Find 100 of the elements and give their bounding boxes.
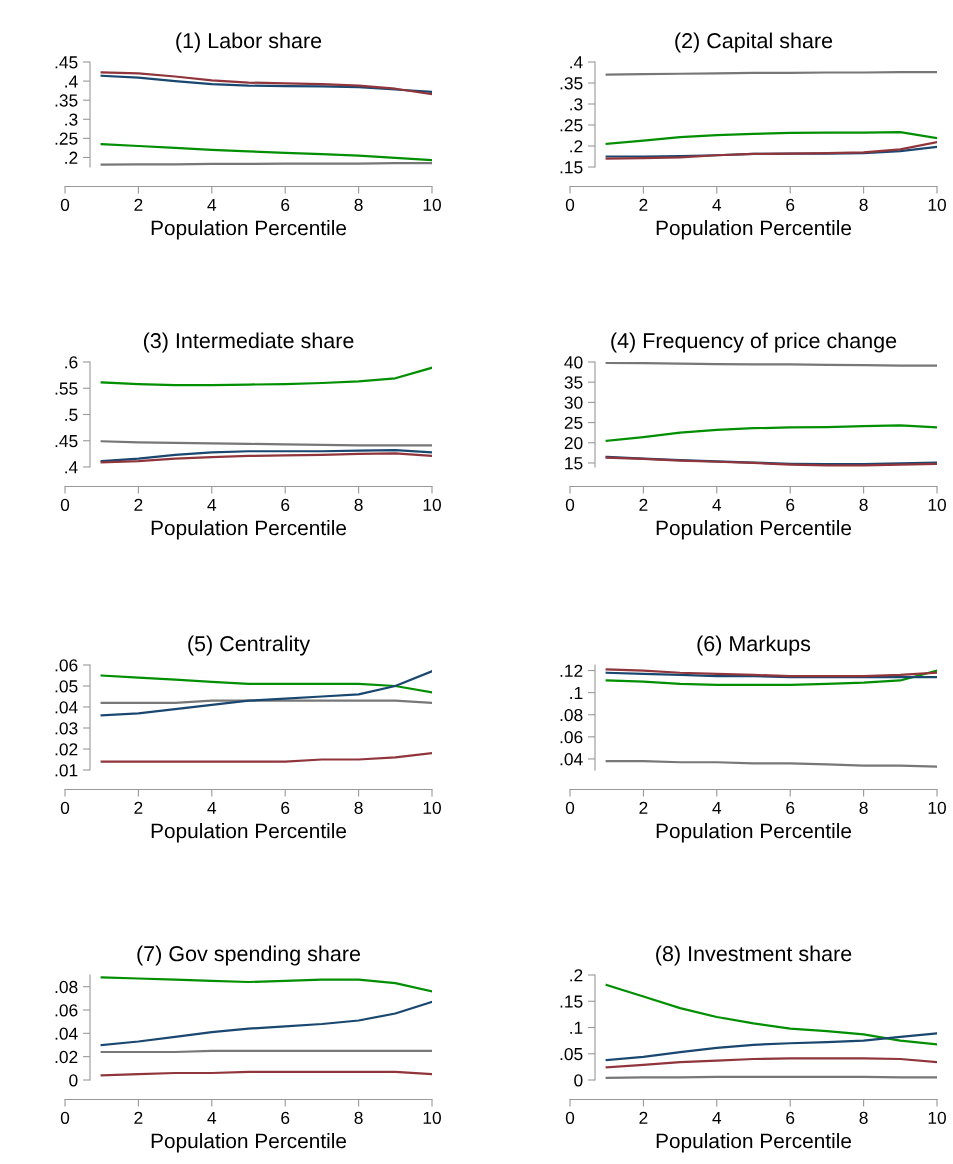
y-tick-label: .1 — [570, 1021, 583, 1034]
line-series — [100, 142, 432, 162]
line-series — [605, 1032, 937, 1062]
x-tick-label: 4 — [207, 801, 217, 814]
y-tick-label: .06 — [55, 1004, 78, 1017]
chart-title: (2) Capital share — [675, 32, 833, 53]
line-series — [605, 983, 937, 1046]
y-tick-label: 30 — [564, 396, 583, 409]
line-series — [605, 424, 937, 442]
x-tick-label: 2 — [639, 801, 648, 814]
y-tick-label: .35 — [560, 77, 583, 90]
x-tick-label: 4 — [207, 1111, 217, 1124]
y-tick-label: .3 — [65, 113, 78, 126]
x-tick-label: 4 — [207, 498, 217, 511]
x-tick-label: 8 — [859, 801, 868, 814]
x-tick-label: 8 — [859, 198, 868, 211]
y-tick-label: .2 — [65, 151, 78, 164]
x-tick-label: 10 — [423, 498, 441, 511]
x-tick-label: 6 — [786, 498, 795, 511]
y-tick-label: .35 — [55, 94, 78, 107]
chart-title: (1) Labor share — [176, 32, 322, 53]
line-series — [605, 131, 937, 146]
x-tick-label: 6 — [281, 198, 290, 211]
line-series — [605, 141, 937, 160]
y-tick-label: .55 — [55, 382, 78, 395]
x-axis-title: Population Percentile — [656, 1132, 852, 1153]
x-tick-label: 8 — [354, 801, 363, 814]
y-tick-label: .01 — [55, 764, 78, 777]
line-series — [100, 1000, 432, 1047]
y-tick-label: .05 — [55, 680, 78, 693]
y-tick-label: .2 — [570, 969, 583, 982]
y-tick-label: .08 — [55, 980, 78, 994]
y-tick-label: .1 — [570, 686, 583, 699]
y-tick-label: .25 — [55, 132, 78, 145]
x-tick-label: 8 — [354, 498, 363, 511]
x-tick-label: 10 — [928, 498, 946, 511]
y-tick-label: 0 — [574, 1074, 583, 1087]
x-axis-title: Population Percentile — [656, 822, 852, 843]
line-series — [100, 976, 432, 993]
x-tick-label: 10 — [928, 801, 946, 814]
x-tick-label: 6 — [786, 198, 795, 211]
x-tick-label: 6 — [281, 498, 290, 511]
x-tick-label: 4 — [207, 198, 217, 211]
y-tick-label: .45 — [55, 435, 78, 448]
y-tick-label: .06 — [560, 731, 583, 744]
x-axis-title: Population Percentile — [151, 1132, 347, 1153]
x-tick-label: 4 — [712, 498, 722, 511]
y-tick-label: .2 — [570, 140, 583, 153]
y-tick-label: 40 — [564, 356, 583, 369]
line-series — [605, 669, 937, 686]
x-tick-label: 8 — [859, 1111, 868, 1124]
x-axis-title: Population Percentile — [151, 219, 347, 240]
y-tick-label: .08 — [560, 708, 583, 722]
y-tick-label: .02 — [55, 743, 78, 756]
y-tick-label: 15 — [565, 457, 583, 470]
y-tick-label: .05 — [560, 1047, 583, 1061]
x-axis-title: Population Percentile — [151, 822, 347, 843]
line-series — [100, 752, 432, 763]
y-tick-label: .4 — [65, 461, 78, 474]
x-tick-label: 6 — [786, 1111, 795, 1124]
x-tick-label: 4 — [712, 1111, 722, 1124]
chart-title: (3) Intermediate share — [143, 332, 354, 353]
x-tick-label: 2 — [639, 198, 648, 211]
y-tick-label: 25 — [564, 416, 583, 430]
y-tick-label: .25 — [560, 119, 583, 132]
x-axis-title: Population Percentile — [656, 519, 852, 540]
x-tick-label: 10 — [423, 198, 441, 211]
x-tick-label: 8 — [354, 1111, 363, 1124]
line-series — [605, 1057, 937, 1069]
x-tick-label: 2 — [134, 1111, 143, 1124]
x-tick-label: 4 — [712, 801, 722, 814]
y-tick-label: .02 — [55, 1050, 78, 1064]
x-tick-label: 10 — [928, 198, 946, 211]
x-tick-label: 2 — [134, 498, 143, 511]
x-axis-title: Population Percentile — [151, 519, 347, 540]
chart-title: (8) Investment share — [656, 945, 852, 966]
x-tick-label: 10 — [423, 801, 441, 814]
y-tick-label: 35 — [564, 376, 583, 389]
x-tick-label: 2 — [134, 198, 143, 211]
y-tick-label: .04 — [55, 1027, 78, 1040]
chart-title: (5) Centrality — [188, 635, 311, 656]
line-series — [100, 366, 432, 387]
x-tick-label: 2 — [134, 801, 143, 814]
y-tick-label: .12 — [560, 664, 583, 677]
y-tick-label: .03 — [55, 722, 78, 735]
y-tick-label: .06 — [55, 659, 78, 672]
y-tick-label: .45 — [55, 56, 78, 69]
x-tick-label: 6 — [281, 1111, 290, 1124]
y-tick-label: .6 — [65, 356, 78, 369]
y-tick-label: .15 — [560, 995, 583, 1008]
x-tick-label: 6 — [786, 801, 795, 814]
x-tick-label: 4 — [712, 198, 722, 211]
x-tick-label: 2 — [639, 1111, 648, 1124]
x-tick-label: 10 — [928, 1111, 946, 1124]
chart-title: (7) Gov spending share — [137, 945, 361, 966]
x-tick-label: 2 — [639, 498, 648, 511]
y-tick-label: 0 — [69, 1074, 78, 1087]
x-tick-label: 8 — [354, 198, 363, 211]
y-tick-label: .3 — [570, 98, 583, 111]
y-tick-label: .15 — [560, 161, 583, 174]
